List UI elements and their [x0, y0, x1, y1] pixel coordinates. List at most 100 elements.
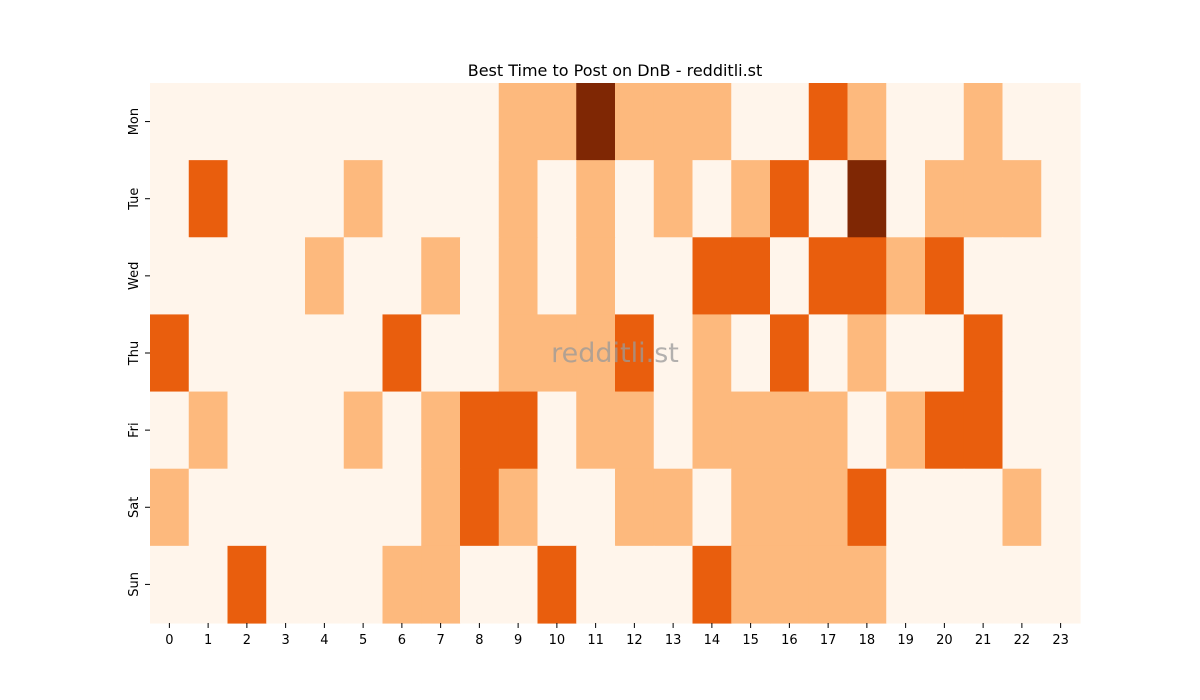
- heatmap-cell-tue-18: [847, 160, 887, 238]
- heatmap-cell-mon-19: [886, 83, 926, 161]
- heatmap-cell-tue-10: [537, 160, 577, 238]
- heatmap-cell-sat-18: [847, 468, 887, 547]
- heatmap-cell-thu-19: [886, 314, 926, 393]
- heatmap-cell-thu-6: [382, 314, 422, 393]
- heatmap-cell-tue-5: [343, 160, 384, 238]
- heatmap-cell-wed-21: [963, 237, 1004, 316]
- heatmap-cell-thu-20: [925, 314, 965, 393]
- heatmap-cell-wed-12: [615, 237, 655, 316]
- heatmap-cell-thu-9: [498, 314, 539, 393]
- heatmap-cell-fri-0: [150, 391, 190, 470]
- heatmap-cell-sun-8: [460, 545, 500, 624]
- y-tick-label-sat: Sat: [127, 497, 142, 518]
- x-tick-label-6: 6: [398, 633, 406, 648]
- x-tick-label-22: 22: [1014, 633, 1031, 648]
- heatmap-cell-wed-20: [925, 237, 965, 316]
- heatmap-cell-tue-4: [305, 160, 345, 238]
- y-tick-label-tue: Tue: [127, 188, 142, 211]
- heatmap-cell-sun-19: [886, 545, 926, 624]
- heatmap-cell-sat-6: [382, 468, 422, 547]
- heatmap-cells: [150, 83, 1081, 624]
- heatmap-cell-wed-4: [305, 237, 345, 316]
- heatmap-cell-mon-1: [188, 83, 229, 161]
- heatmap-cell-fri-7: [421, 391, 461, 470]
- y-tick-label-thu: Thu: [127, 341, 142, 366]
- heatmap-cell-thu-12: [615, 314, 655, 393]
- x-tick-label-7: 7: [436, 633, 444, 648]
- heatmap-cell-tue-7: [421, 160, 461, 238]
- heatmap-cell-tue-20: [925, 160, 965, 238]
- heatmap-cell-sat-20: [925, 468, 965, 547]
- heatmap-cell-thu-21: [963, 314, 1004, 393]
- heatmap-cell-sun-14: [692, 545, 732, 624]
- x-tick-label-18: 18: [859, 633, 876, 648]
- heatmap-cell-sat-15: [731, 468, 771, 547]
- heatmap-cell-wed-2: [227, 237, 267, 316]
- x-tick-label-13: 13: [665, 633, 682, 648]
- heatmap-cell-wed-13: [653, 237, 694, 316]
- x-tick-label-3: 3: [281, 633, 289, 648]
- heatmap-cell-tue-15: [731, 160, 771, 238]
- heatmap-cell-thu-1: [188, 314, 229, 393]
- x-tick-label-9: 9: [514, 633, 522, 648]
- heatmap-cell-fri-18: [847, 391, 887, 470]
- heatmap-cell-mon-8: [460, 83, 500, 161]
- heatmap-cell-mon-20: [925, 83, 965, 161]
- heatmap-cell-sun-18: [847, 545, 887, 624]
- heatmap-cell-sun-16: [770, 545, 810, 624]
- heatmap-cell-thu-5: [343, 314, 384, 393]
- heatmap-cell-tue-13: [653, 160, 694, 238]
- heatmap-cell-mon-4: [305, 83, 345, 161]
- x-axis: 0 1 2 3 4 5 6 7 8 9 10 11 12 13 14 15 16 17 18 19 20 21 22 23: [165, 622, 1069, 648]
- heatmap-cell-thu-16: [770, 314, 810, 393]
- heatmap-cell-fri-1: [188, 391, 229, 470]
- heatmap-cell-mon-6: [382, 83, 422, 161]
- heatmap-cell-sun-1: [188, 545, 229, 624]
- heatmap-cell-wed-22: [1002, 237, 1042, 316]
- x-tick-label-21: 21: [975, 633, 992, 648]
- heatmap-cell-tue-9: [498, 160, 539, 238]
- x-tick-label-15: 15: [742, 633, 759, 648]
- heatmap-cell-sun-13: [653, 545, 694, 624]
- heatmap-cell-sun-2: [227, 545, 267, 624]
- heatmap-cell-sat-17: [808, 468, 849, 547]
- heatmap-cell-tue-21: [963, 160, 1004, 238]
- heatmap-cell-wed-14: [692, 237, 732, 316]
- heatmap-cell-sat-23: [1041, 468, 1081, 547]
- heatmap-cell-sun-9: [498, 545, 539, 624]
- heatmap-cell-sat-8: [460, 468, 500, 547]
- heatmap-cell-wed-10: [537, 237, 577, 316]
- heatmap-cell-wed-15: [731, 237, 771, 316]
- heatmap-cell-wed-6: [382, 237, 422, 316]
- heatmap-cell-sun-21: [963, 545, 1004, 624]
- heatmap-cell-sun-4: [305, 545, 345, 624]
- heatmap-cell-mon-9: [498, 83, 539, 161]
- heatmap-cell-mon-7: [421, 83, 461, 161]
- heatmap-cell-fri-19: [886, 391, 926, 470]
- heatmap-cell-tue-17: [808, 160, 849, 238]
- y-tick-label-fri: Fri: [127, 422, 142, 438]
- heatmap-cell-fri-14: [692, 391, 732, 470]
- heatmap-cell-wed-23: [1041, 237, 1081, 316]
- heatmap-cell-wed-5: [343, 237, 384, 316]
- heatmap-cell-thu-10: [537, 314, 577, 393]
- heatmap-cell-mon-16: [770, 83, 810, 161]
- heatmap-cell-mon-10: [537, 83, 577, 161]
- heatmap-cell-mon-21: [963, 83, 1004, 161]
- heatmap-cell-tue-11: [576, 160, 616, 238]
- heatmap-cell-tue-23: [1041, 160, 1081, 238]
- heatmap-cell-tue-22: [1002, 160, 1042, 238]
- heatmap-cell-fri-10: [537, 391, 577, 470]
- x-tick-label-16: 16: [781, 633, 798, 648]
- heatmap-cell-mon-13: [653, 83, 694, 161]
- heatmap-cell-wed-3: [266, 237, 306, 316]
- y-axis: Mon Tue Wed Thu Fri Sat Sun: [127, 108, 150, 597]
- x-tick-label-17: 17: [820, 633, 837, 648]
- heatmap-cell-sun-22: [1002, 545, 1042, 624]
- heatmap-cell-mon-15: [731, 83, 771, 161]
- heatmap-cell-fri-2: [227, 391, 267, 470]
- heatmap-cell-sat-19: [886, 468, 926, 547]
- heatmap-cell-sat-1: [188, 468, 229, 547]
- heatmap-cell-tue-14: [692, 160, 732, 238]
